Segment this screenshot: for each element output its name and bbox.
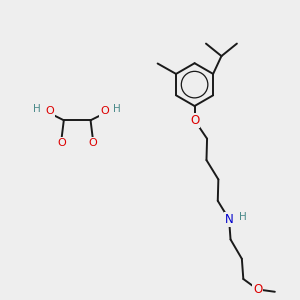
Text: O: O [100,106,109,116]
Text: O: O [46,106,54,116]
Text: H: H [113,104,121,114]
Text: N: N [225,213,233,226]
Text: H: H [33,104,41,114]
Text: H: H [238,212,246,222]
Text: O: O [253,283,262,296]
Text: O: O [88,138,97,148]
Text: O: O [57,138,66,148]
Text: O: O [190,114,199,127]
